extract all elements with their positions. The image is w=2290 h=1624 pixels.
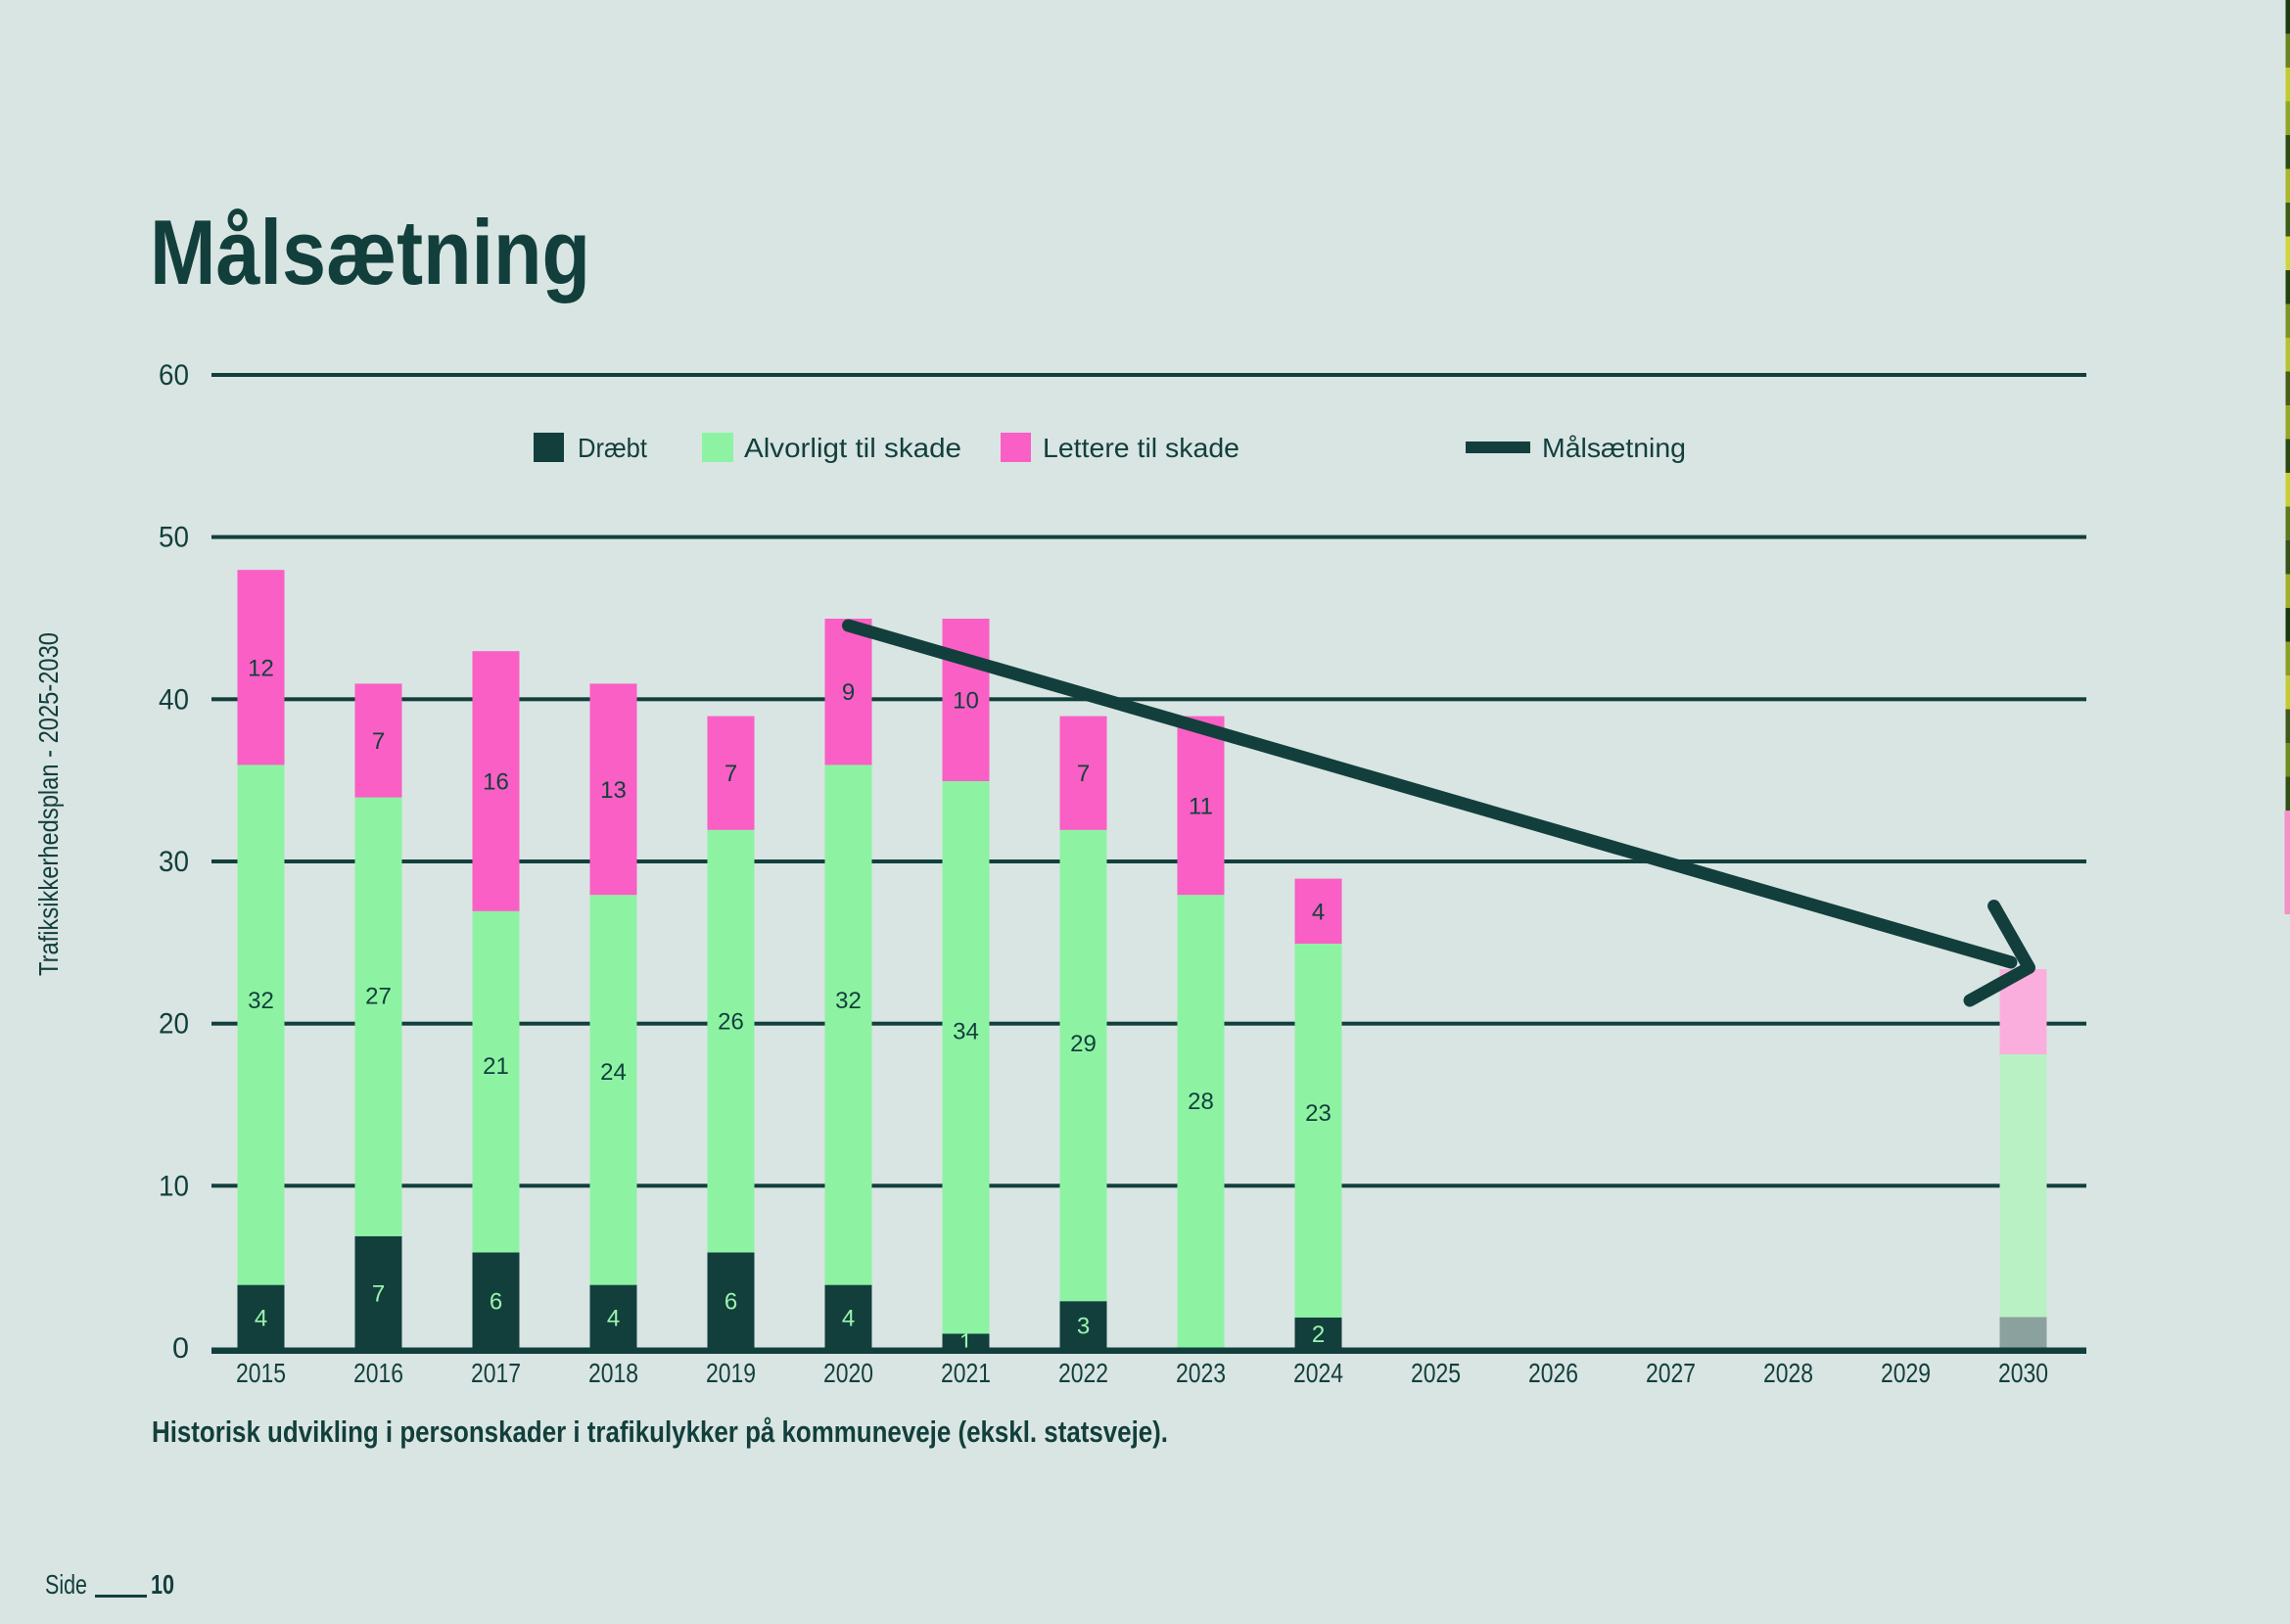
svg-text:6: 6 (490, 1289, 502, 1316)
svg-text:26: 26 (718, 1008, 744, 1035)
svg-text:10: 10 (151, 1569, 174, 1600)
svg-text:Målsætning: Målsætning (150, 201, 590, 303)
svg-text:2029: 2029 (1881, 1358, 1931, 1388)
svg-text:2018: 2018 (588, 1358, 638, 1388)
svg-text:2015: 2015 (236, 1358, 286, 1388)
svg-text:2017: 2017 (471, 1358, 521, 1388)
svg-text:27: 27 (365, 984, 392, 1010)
svg-text:7: 7 (372, 1280, 385, 1307)
svg-text:7: 7 (372, 728, 385, 755)
svg-text:7: 7 (1077, 761, 1090, 787)
svg-text:23: 23 (1305, 1100, 1332, 1127)
svg-text:4: 4 (842, 1305, 855, 1331)
svg-text:13: 13 (600, 777, 627, 804)
svg-text:20: 20 (159, 1008, 189, 1041)
svg-text:Trafiksikkerhedsplan - 2025-20: Trafiksikkerhedsplan - 2025-2030 (33, 632, 64, 976)
svg-text:4: 4 (1312, 899, 1325, 925)
svg-text:40: 40 (159, 683, 189, 716)
svg-text:21: 21 (483, 1053, 509, 1080)
svg-text:Side: Side (45, 1569, 87, 1600)
svg-text:7: 7 (724, 761, 737, 787)
svg-text:2023: 2023 (1176, 1358, 1226, 1388)
svg-text:32: 32 (248, 988, 274, 1014)
svg-text:28: 28 (1188, 1089, 1214, 1115)
svg-text:2020: 2020 (823, 1358, 873, 1388)
svg-text:30: 30 (159, 846, 189, 878)
svg-text:2016: 2016 (353, 1358, 403, 1388)
svg-text:2025: 2025 (1411, 1358, 1461, 1388)
svg-text:9: 9 (842, 679, 855, 706)
svg-text:2019: 2019 (706, 1358, 756, 1388)
svg-text:2024: 2024 (1293, 1358, 1343, 1388)
svg-text:50: 50 (159, 522, 189, 554)
svg-text:Lettere til skade: Lettere til skade (1043, 433, 1239, 463)
svg-text:29: 29 (1070, 1031, 1097, 1057)
svg-text:24: 24 (600, 1059, 627, 1086)
svg-text:34: 34 (953, 1019, 979, 1045)
svg-text:10: 10 (953, 688, 979, 715)
svg-text:16: 16 (483, 769, 509, 796)
svg-text:2027: 2027 (1646, 1358, 1696, 1388)
svg-text:11: 11 (1189, 793, 1213, 819)
svg-text:32: 32 (835, 988, 862, 1014)
svg-text:4: 4 (255, 1305, 267, 1331)
svg-text:Dræbt: Dræbt (578, 433, 647, 463)
svg-text:0: 0 (172, 1332, 189, 1365)
svg-text:6: 6 (724, 1289, 737, 1316)
svg-text:3: 3 (1077, 1314, 1090, 1340)
svg-text:Alvorligt til skade: Alvorligt til skade (744, 433, 961, 463)
svg-text:12: 12 (248, 655, 274, 681)
svg-text:Historisk udvikling i personsk: Historisk udvikling i personskader i tra… (152, 1415, 1168, 1449)
svg-text:Målsætning: Målsætning (1542, 433, 1686, 463)
svg-text:2028: 2028 (1763, 1358, 1813, 1388)
svg-text:4: 4 (607, 1305, 620, 1331)
svg-text:10: 10 (159, 1170, 189, 1202)
svg-text:60: 60 (159, 359, 189, 392)
svg-text:2026: 2026 (1528, 1358, 1578, 1388)
svg-text:2021: 2021 (941, 1358, 991, 1388)
svg-text:2: 2 (1312, 1322, 1325, 1348)
svg-text:2030: 2030 (1998, 1358, 2048, 1388)
svg-text:2022: 2022 (1058, 1358, 1108, 1388)
